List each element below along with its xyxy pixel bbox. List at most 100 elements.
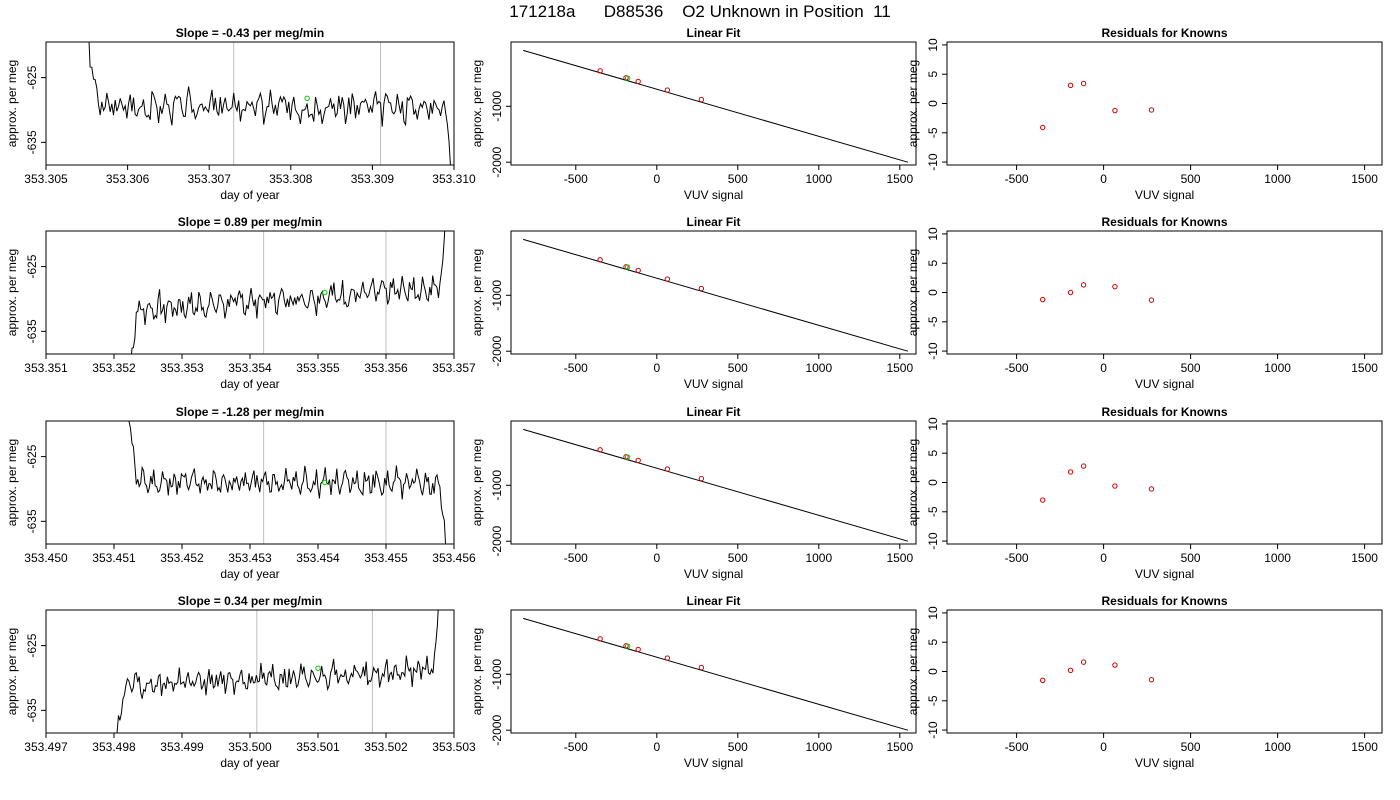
fit-panel-1: Linear Fit -500 0 500 1000 1500 -1000 -2000 VUV …: [470, 26, 917, 202]
y-tick-label: -635: [25, 130, 39, 154]
x-tick-label: -500: [1005, 361, 1029, 375]
residual-point: [1080, 80, 1087, 87]
known-point: [664, 466, 671, 472]
x-tick-label: 1500: [1351, 361, 1378, 375]
plot-frame: [510, 230, 917, 355]
known-point: [698, 96, 705, 103]
known-point: [635, 457, 641, 464]
x-tick-label: 500: [1181, 361, 1201, 375]
x-tick-label: -500: [1005, 172, 1029, 186]
residual-point: [1148, 677, 1155, 683]
residual-point: [1067, 82, 1074, 89]
known-point: [698, 664, 705, 671]
y-tick-label: -1000: [490, 91, 504, 122]
known-point: [597, 636, 603, 642]
plot-content: [523, 617, 909, 731]
plot-frame: [946, 230, 1383, 355]
plot-content: [88, 42, 451, 165]
y-axis-label: approx. per meg: [906, 60, 920, 147]
unknown-marker: [322, 289, 328, 296]
y-tick-label: 5: [926, 450, 940, 457]
y-axis-label: approx. per meg: [470, 60, 484, 147]
x-axis-label: VUV signal: [1135, 188, 1194, 202]
plot-content: [1040, 80, 1155, 131]
y-tick-label: -2000: [490, 526, 504, 557]
plot-content: [1040, 659, 1155, 683]
x-axis-label: VUV signal: [684, 756, 743, 770]
x-axis-label: VUV signal: [1135, 377, 1194, 391]
x-tick-label: 353.306: [106, 172, 150, 186]
x-tick-label: 500: [728, 551, 748, 565]
x-tick-label: 353.357: [432, 361, 476, 375]
x-tick-label: 353.307: [188, 172, 232, 186]
y-tick-label: 0: [926, 100, 940, 107]
fit-line: [523, 238, 909, 352]
residual-point: [1067, 667, 1074, 674]
resid-panel-2: Residuals for Knowns -500 0 500 1000 1500 -10 -…: [906, 215, 1383, 391]
x-tick-label: 353.355: [296, 361, 340, 375]
y-tick-label: -2000: [490, 715, 504, 746]
x-tick-label: 1000: [1264, 361, 1291, 375]
plot-content: [523, 428, 909, 542]
unknown-point: [624, 264, 631, 270]
plot-content: [523, 49, 909, 163]
fit-panel-4: Linear Fit -500 0 500 1000 1500 -1000 -2000 VUV …: [470, 594, 917, 770]
y-tick-label: -1000: [490, 470, 504, 501]
plot-content: [523, 238, 909, 352]
x-tick-label: 353.450: [24, 551, 68, 565]
x-tick-label: 353.454: [296, 551, 340, 565]
y-tick-label: 0: [926, 668, 940, 675]
residual-point: [1148, 486, 1155, 492]
x-tick-label: 1500: [886, 740, 913, 754]
unknown-point: [624, 75, 631, 81]
y-tick-label: 0: [926, 289, 940, 296]
residual-point: [1080, 659, 1087, 665]
x-tick-label: 353.356: [364, 361, 408, 375]
x-axis-label: day of year: [220, 188, 279, 202]
y-tick-label: -625: [25, 633, 39, 657]
y-tick-label: -5: [926, 127, 940, 138]
resid-panel-3: Residuals for Knowns -500 0 500 1000 1500 -10 -…: [906, 405, 1383, 581]
x-tick-label: 0: [653, 551, 660, 565]
x-tick-label: 353.455: [364, 551, 408, 565]
x-tick-label: -500: [564, 172, 588, 186]
y-tick-label: 10: [926, 417, 940, 431]
x-tick-label: 1000: [805, 551, 832, 565]
unknown-marker: [304, 95, 310, 102]
x-tick-label: 353.453: [228, 551, 272, 565]
x-axis-label: VUV signal: [684, 567, 743, 581]
x-tick-label: 353.501: [296, 740, 340, 754]
plot-content: [1040, 282, 1155, 303]
fit-line: [523, 49, 909, 163]
plot-content: [1040, 463, 1155, 503]
trace-panel-2: Slope = 0.89 per meg/min 353.351 353.352 35…: [5, 215, 476, 391]
plot-content: [116, 610, 439, 733]
x-axis-label: day of year: [220, 756, 279, 770]
plot-frame: [45, 609, 455, 734]
x-tick-label: 500: [1181, 740, 1201, 754]
known-point: [635, 78, 641, 85]
y-axis-label: approx. per meg: [5, 628, 19, 715]
y-axis-label: approx. per meg: [906, 249, 920, 336]
x-tick-label: 0: [653, 172, 660, 186]
plot-content: [130, 231, 446, 354]
x-tick-label: 353.497: [24, 740, 68, 754]
x-tick-label: 353.456: [432, 551, 476, 565]
series-line: [116, 610, 439, 733]
y-axis-label: approx. per meg: [5, 249, 19, 336]
chart-title: Linear Fit: [686, 26, 740, 40]
x-tick-label: 500: [728, 172, 748, 186]
y-axis-label: approx. per meg: [906, 628, 920, 715]
x-tick-label: 353.305: [24, 172, 68, 186]
y-tick-label: 10: [926, 227, 940, 241]
plot-frame: [45, 420, 455, 545]
x-axis-label: VUV signal: [1135, 567, 1194, 581]
fit-panel-2: Linear Fit -500 0 500 1000 1500 -1000 -2000 VUV …: [470, 215, 917, 391]
residual-point: [1067, 469, 1074, 475]
x-tick-label: 500: [728, 361, 748, 375]
y-axis-label: approx. per meg: [470, 249, 484, 336]
unknown-point: [624, 643, 631, 649]
x-tick-label: 353.502: [364, 740, 408, 754]
y-axis-label: approx. per meg: [470, 439, 484, 526]
